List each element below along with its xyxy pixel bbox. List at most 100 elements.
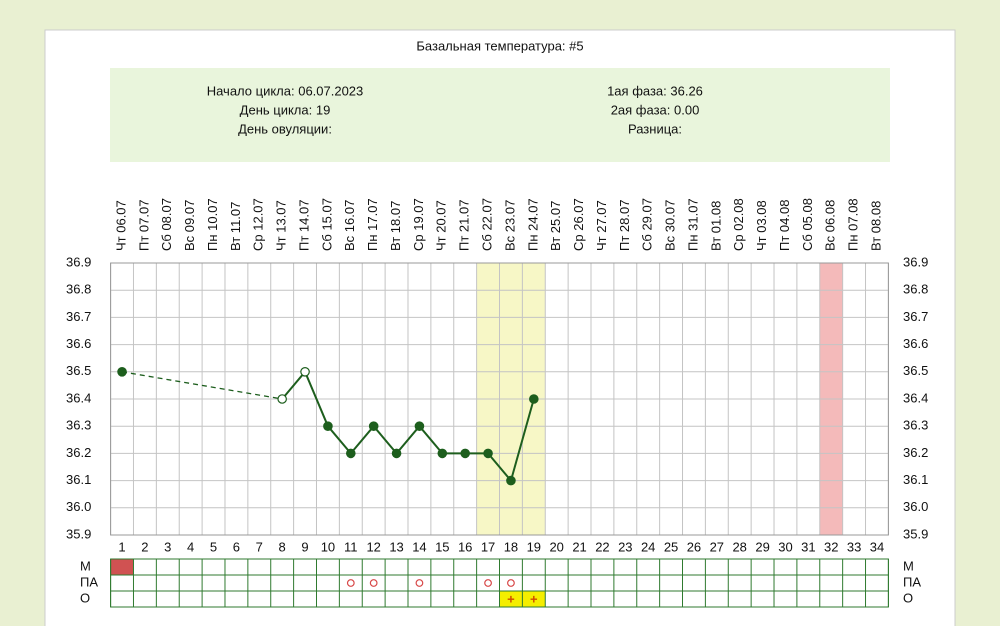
date-label: Вс 09.07 <box>182 200 197 251</box>
plot-border <box>110 262 889 536</box>
info-right: 2ая фаза: 0.00 <box>611 102 700 117</box>
row-label: М <box>80 558 91 573</box>
date-label: Пт 07.07 <box>136 200 151 251</box>
date-label: Сб 08.07 <box>159 198 174 251</box>
date-label: Сб 29.07 <box>640 198 655 251</box>
day-number: 13 <box>389 539 403 554</box>
temp-point <box>483 448 493 459</box>
date-label: Пн 31.07 <box>685 198 700 251</box>
info-left: День цикла: 19 <box>240 102 331 117</box>
y-tick-label-right: 36.1 <box>903 472 928 487</box>
day-number: 25 <box>664 539 678 554</box>
date-label: Ср 19.07 <box>411 198 426 251</box>
day-number: 27 <box>710 539 724 554</box>
y-tick-label: 36.6 <box>66 336 91 351</box>
temp-point <box>323 421 333 431</box>
info-left: Начало цикла: 06.07.2023 <box>207 83 364 98</box>
day-number: 33 <box>847 539 861 554</box>
y-tick-label-right: 36.8 <box>903 282 928 297</box>
y-tick-label-right: 35.9 <box>903 526 928 541</box>
day-number: 14 <box>412 539 426 554</box>
y-tick-label: 36.8 <box>66 282 91 297</box>
temp-point <box>300 366 310 377</box>
temp-point <box>437 448 448 459</box>
date-label: Вт 11.07 <box>228 202 243 251</box>
temp-segment <box>281 371 306 400</box>
date-label: Вт 08.08 <box>868 201 883 251</box>
date-label: Ср 26.07 <box>571 198 586 251</box>
day-number: 18 <box>504 539 518 554</box>
day-number: 23 <box>618 539 632 554</box>
y-tick-label-right: 36.7 <box>903 309 928 324</box>
temp-point <box>391 448 402 459</box>
row-circle <box>415 579 424 587</box>
date-label: Вс 16.07 <box>342 200 357 251</box>
day-number: 30 <box>778 539 792 554</box>
date-label: Пн 17.07 <box>365 198 380 251</box>
y-tick-label-right: 36.6 <box>903 336 928 351</box>
date-label: Пт 04.08 <box>777 200 792 251</box>
day-number: 31 <box>801 539 815 554</box>
date-label: Вс 23.07 <box>502 200 517 251</box>
y-tick-label: 36.5 <box>66 363 91 378</box>
row-label-right: О <box>903 590 913 605</box>
row-border <box>110 590 889 608</box>
info-box <box>110 68 890 162</box>
date-label: Чт 03.08 <box>754 200 769 251</box>
day-number: 5 <box>210 539 217 554</box>
row-label: ПА <box>80 574 98 589</box>
info-right: 1ая фаза: 36.26 <box>607 83 703 98</box>
date-label: Вт 01.08 <box>708 201 723 251</box>
row-circle <box>346 579 355 587</box>
day-number: 7 <box>256 539 263 554</box>
row-text-mark: + <box>530 591 538 606</box>
y-tick-label-right: 36.9 <box>903 254 928 269</box>
temp-point <box>414 421 425 431</box>
temp-segment <box>304 371 329 427</box>
day-number: 20 <box>549 539 563 554</box>
day-number: 11 <box>344 539 358 554</box>
day-number: 15 <box>435 539 449 554</box>
y-tick-label-right: 36.3 <box>903 418 928 433</box>
temp-point <box>460 448 470 459</box>
date-label: Ср 02.08 <box>731 198 746 251</box>
day-number: 8 <box>279 539 286 554</box>
date-label: Чт 06.07 <box>113 200 128 251</box>
date-label: Чт 13.07 <box>274 200 289 251</box>
day-number: 6 <box>233 539 240 554</box>
chart-title: Базальная температура: #5 <box>416 38 583 53</box>
date-label: Вс 30.07 <box>663 200 678 251</box>
day-number: 26 <box>687 539 701 554</box>
y-tick-label: 36.9 <box>66 254 91 269</box>
temp-segment <box>121 371 283 400</box>
day-number: 24 <box>641 539 655 554</box>
temp-segment <box>509 398 535 481</box>
y-tick-label-right: 36.0 <box>903 499 928 514</box>
temp-point <box>117 366 127 377</box>
day-number: 4 <box>187 539 194 554</box>
date-label: Сб 05.08 <box>800 198 815 251</box>
day-number: 32 <box>824 539 838 554</box>
date-label: Пн 24.07 <box>525 198 540 251</box>
day-number: 2 <box>141 539 148 554</box>
date-label: Вт 18.07 <box>388 201 403 251</box>
y-tick-label: 36.0 <box>66 499 91 514</box>
day-number: 16 <box>458 539 472 554</box>
temp-segment <box>350 425 375 455</box>
date-label: Чт 27.07 <box>594 200 609 251</box>
temp-point <box>506 475 516 486</box>
temp-segment <box>487 452 512 482</box>
day-number: 12 <box>366 539 380 554</box>
row-circle <box>484 579 492 587</box>
y-tick-label-right: 36.2 <box>903 445 928 460</box>
row-fill <box>499 591 523 607</box>
date-label: Пт 14.07 <box>296 200 311 251</box>
date-label: Чт 20.07 <box>434 200 449 251</box>
date-label: Вт 25.07 <box>548 201 563 251</box>
y-tick-label-right: 36.4 <box>903 390 928 405</box>
date-label: Пн 10.07 <box>205 198 220 251</box>
date-label: Пн 07.08 <box>846 198 861 251</box>
row-circle <box>507 579 515 587</box>
